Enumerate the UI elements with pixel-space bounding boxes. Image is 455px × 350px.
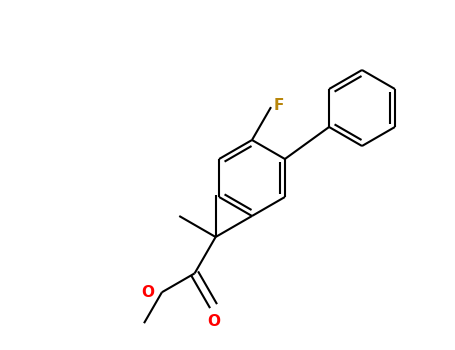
Text: F: F [274, 98, 284, 113]
Text: O: O [207, 314, 220, 329]
Text: O: O [141, 285, 154, 300]
